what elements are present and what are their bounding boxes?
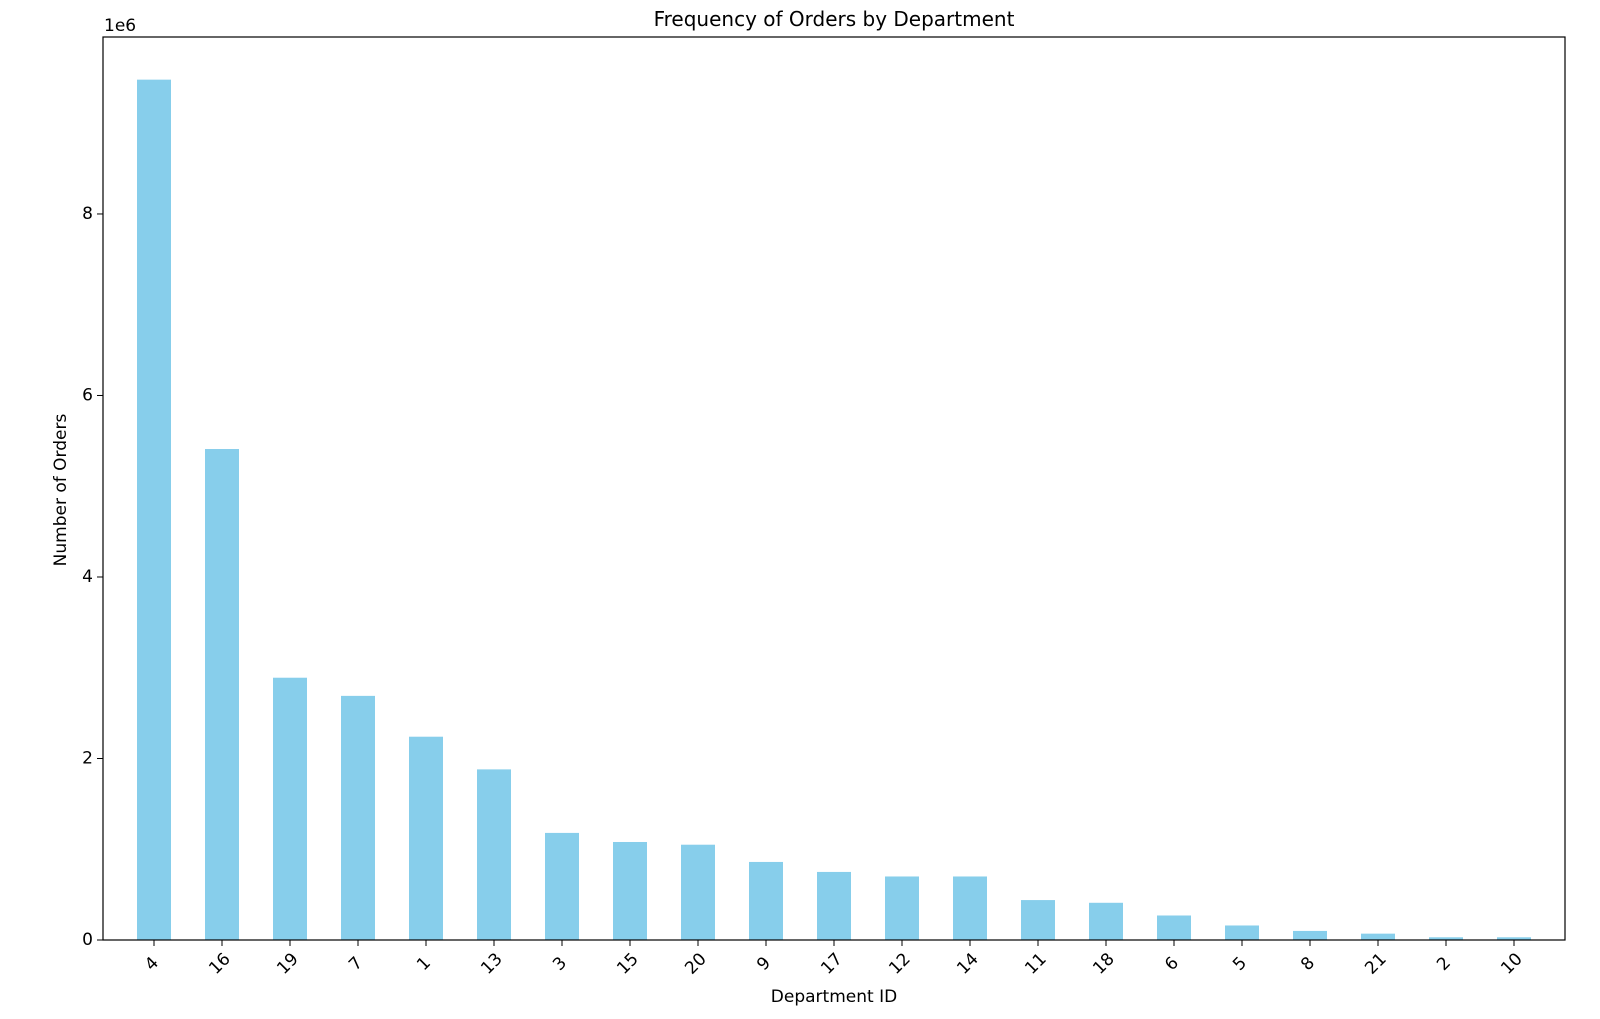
y-axis-label: Number of Orders bbox=[51, 414, 71, 567]
bar-19 bbox=[273, 677, 307, 940]
x-tick-label: 9 bbox=[753, 953, 775, 975]
y-tick-label: 0 bbox=[82, 930, 93, 950]
plot-frame bbox=[102, 36, 1566, 941]
x-tick-label: 8 bbox=[1297, 953, 1319, 975]
chart-title: Frequency of Orders by Department bbox=[654, 7, 1015, 31]
x-tick-label: 18 bbox=[1089, 949, 1118, 978]
x-tick-label: 19 bbox=[273, 949, 302, 978]
bar-18 bbox=[1089, 902, 1123, 940]
x-tick-label: 17 bbox=[817, 949, 846, 978]
x-tick-label: 14 bbox=[953, 949, 982, 978]
y-axis-scale-label: 1e6 bbox=[104, 16, 136, 36]
bar-13 bbox=[477, 769, 511, 940]
bar-1 bbox=[409, 736, 443, 940]
bar-8 bbox=[1293, 930, 1327, 940]
x-tick-label: 12 bbox=[885, 949, 914, 978]
x-tick-label: 1 bbox=[413, 953, 435, 975]
x-tick-label: 7 bbox=[345, 953, 367, 975]
x-tick-label: 21 bbox=[1361, 949, 1390, 978]
x-tick-label: 6 bbox=[1161, 953, 1183, 975]
x-axis: 4 16 19 7 1 13 3 15 20 9 17 12 14 11 18 6 5 8 21 2 10 bbox=[141, 940, 1527, 979]
bars-group bbox=[137, 79, 1531, 940]
y-tick-label: 2 bbox=[82, 748, 93, 768]
bar-7 bbox=[341, 695, 375, 940]
x-tick-label: 2 bbox=[1433, 953, 1455, 975]
bar-21 bbox=[1361, 933, 1395, 940]
bar-4 bbox=[137, 79, 171, 940]
bar-5 bbox=[1225, 925, 1259, 940]
bar-14 bbox=[953, 876, 987, 940]
x-tick-label: 16 bbox=[205, 949, 234, 978]
x-tick-label: 10 bbox=[1497, 949, 1526, 978]
bar-6 bbox=[1157, 915, 1191, 940]
bar-3 bbox=[545, 832, 579, 940]
x-tick-label: 5 bbox=[1229, 953, 1251, 975]
y-tick-label: 8 bbox=[82, 204, 93, 224]
y-tick-label: 4 bbox=[82, 567, 93, 587]
bar-12 bbox=[885, 876, 919, 940]
x-tick-label: 13 bbox=[477, 949, 506, 978]
x-tick-label: 20 bbox=[681, 949, 710, 978]
x-tick-label: 3 bbox=[549, 953, 571, 975]
y-axis: 0 2 4 6 8 bbox=[82, 204, 103, 950]
bar-9 bbox=[749, 861, 783, 940]
bar-10 bbox=[1497, 937, 1531, 940]
x-tick-label: 11 bbox=[1021, 949, 1050, 978]
bar-17 bbox=[817, 871, 851, 940]
bar-15 bbox=[613, 841, 647, 940]
x-tick-label: 15 bbox=[613, 949, 642, 978]
bar-16 bbox=[205, 449, 239, 940]
bar-11 bbox=[1021, 900, 1055, 940]
bar-20 bbox=[681, 844, 715, 940]
bar-2 bbox=[1429, 937, 1463, 940]
x-tick-label: 4 bbox=[141, 953, 163, 975]
x-axis-label: Department ID bbox=[771, 987, 897, 1007]
y-tick-label: 6 bbox=[82, 385, 93, 405]
